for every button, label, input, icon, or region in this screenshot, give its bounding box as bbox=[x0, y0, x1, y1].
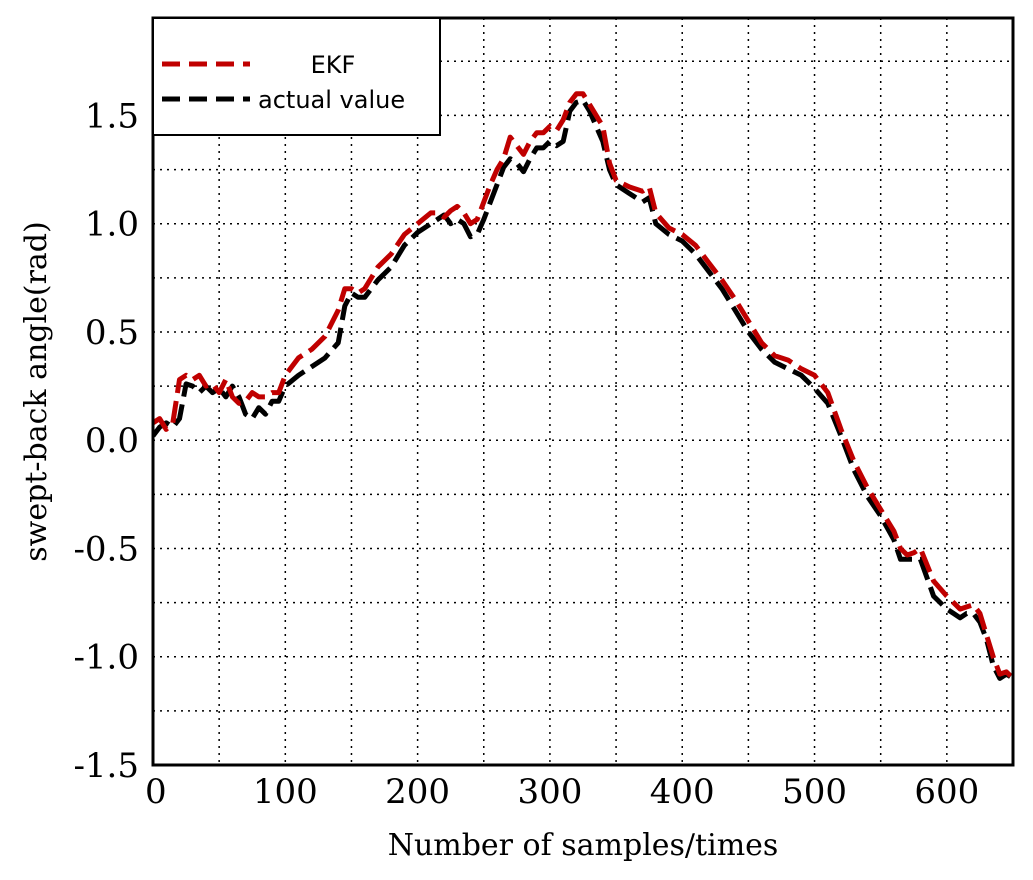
legend-label-ekf: EKF bbox=[311, 51, 356, 79]
legend-box bbox=[152, 17, 441, 136]
y-tick-label: 0.0 bbox=[85, 421, 139, 461]
x-tick-label: 0 bbox=[145, 772, 167, 812]
y-tick-label: -1.5 bbox=[73, 746, 139, 786]
plot-frame bbox=[151, 16, 1015, 767]
y-tick-label: 1.0 bbox=[85, 205, 139, 245]
series-line-actual-value bbox=[153, 97, 1013, 681]
x-tick-label: 500 bbox=[782, 772, 847, 812]
series-layer bbox=[153, 91, 1013, 681]
legend-label-actual-value: actual value bbox=[258, 86, 405, 114]
x-tick-label: 300 bbox=[517, 772, 582, 812]
y-tick-label: 0.5 bbox=[85, 313, 139, 353]
y-tick-label: -0.5 bbox=[73, 529, 139, 569]
series-line-ekf bbox=[153, 91, 1013, 681]
y-tick-label: -1.0 bbox=[73, 638, 139, 678]
y-axis-ticks: -1.5 -1.0 -0.5 0.0 0.5 1.0 1.5 bbox=[73, 96, 139, 786]
legend: EKF actual value bbox=[152, 17, 441, 136]
y-tick-label: 1.5 bbox=[85, 96, 139, 136]
x-tick-label: 200 bbox=[385, 772, 450, 812]
y-axis-title: swept-back angle(rad) bbox=[19, 221, 54, 561]
x-axis-title: Number of samples/times bbox=[388, 828, 779, 863]
x-tick-label: 400 bbox=[650, 772, 715, 812]
x-tick-label: 600 bbox=[914, 772, 979, 812]
x-axis-ticks: 0 100 200 300 400 500 600 bbox=[145, 772, 979, 812]
x-tick-label: 100 bbox=[253, 772, 318, 812]
